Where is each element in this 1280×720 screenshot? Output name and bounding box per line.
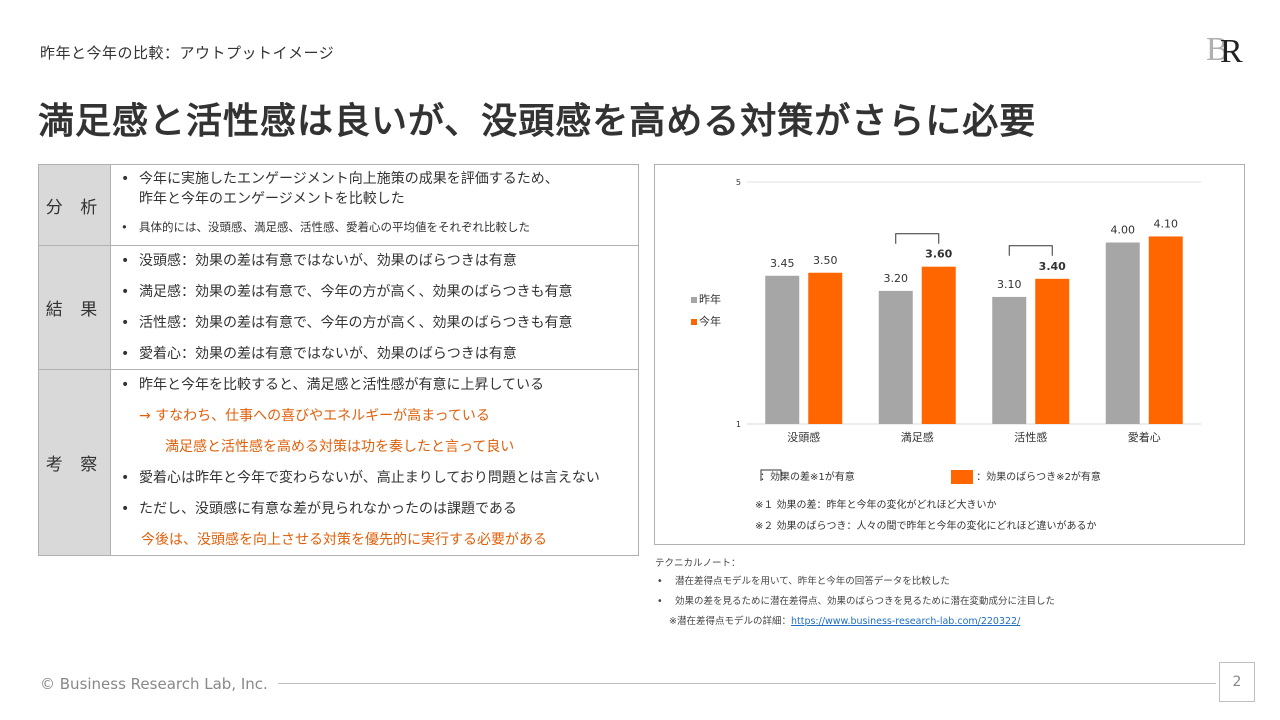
result-item: 愛着心：効果の差は有意ではないが、効果のばらつきは有意 [121, 339, 630, 370]
analysis-text-3: 具体的には、没頭感、満足感、活性感、愛着心の平均値をそれぞれ比較した [121, 217, 630, 237]
data-label-curr: 4.10 [1154, 217, 1179, 230]
tech-detail-link[interactable]: https://www.business-research-lab.com/22… [790, 616, 1021, 627]
y-tick-label: 1 [736, 420, 741, 429]
x-tick-label: 活性感 [1014, 430, 1047, 444]
tech-detail-prefix: ※潜在差得点モデルの詳細： [669, 616, 791, 627]
footer-divider [278, 683, 1216, 684]
page-number: 2 [1219, 662, 1255, 702]
bar-this-year [808, 272, 843, 424]
discussion-row: 考 察 昨年と今年を比較すると、満足感と活性感が有意に上昇している → すなわち… [39, 370, 638, 555]
y-tick-label: 5 [736, 178, 741, 187]
result-item: 満足感：効果の差は有意で、今年の方が高く、効果のばらつきも有意 [121, 277, 630, 308]
data-label-curr: 3.40 [1039, 260, 1066, 273]
legend-label: 昨年 [699, 292, 721, 306]
analysis-label: 分 析 [39, 165, 111, 245]
bar-chart-panel: 5 1 3.45 3.50 没頭感 3.20 3.60 満足感 3.10 3.40 活性感 4.00 4… [654, 164, 1245, 545]
analysis-text-2: 昨年と今年のエンゲージメントを比較した [139, 191, 405, 207]
variance-legend: ：効果のばらつき※2が有意 [951, 468, 1101, 484]
legend-label: 今年 [699, 314, 721, 328]
bracket-legend-label: ：効果の差※1が有意 [760, 472, 855, 483]
x-tick-label: 没頭感 [787, 431, 820, 444]
significance-bracket [1008, 245, 1053, 256]
chart-note-2: ※２ 効果のばらつき：人々の間で昨年と今年の変化にどれほど違いがあるか [755, 521, 1097, 532]
result-label: 結 果 [39, 246, 111, 369]
page-title: 満足感と活性感は良いが、没頭感を高める対策がさらに必要 [38, 101, 1037, 142]
svg-text:B: B [1206, 31, 1229, 68]
variance-legend-label: ：効果のばらつき※2が有意 [976, 472, 1101, 483]
data-label-prev: 4.00 [1111, 224, 1136, 237]
technical-notes: テクニカルノート： 潜在差得点モデルを用いて、昨年と今年の回答データを比較した … [655, 556, 1055, 632]
data-label-prev: 3.10 [997, 278, 1022, 291]
tech-heading: テクニカルノート： [655, 558, 741, 569]
legend-swatch [691, 297, 697, 303]
chart-note-1: ※１ 効果の差：昨年と今年の変化がどれほど大きいか [755, 500, 997, 511]
summary-table: 分 析 今年に実施したエンゲージメント向上施策の成果を評価するため、 昨年と今年… [38, 164, 639, 556]
discussion-text-1: 昨年と今年を比較すると、満足感と活性感が有意に上昇している [121, 370, 630, 401]
discussion-text-2: → すなわち、仕事への喜びやエネルギーが高まっている [139, 408, 490, 424]
breadcrumb: 昨年と今年の比較：アウトプットイメージ [40, 44, 335, 62]
variance-legend-swatch [951, 470, 973, 484]
result-item: 没頭感：効果の差は有意ではないが、効果のばらつきは有意 [121, 246, 630, 277]
bar-chart: 5 1 3.45 3.50 没頭感 3.20 3.60 満足感 3.10 3.40 活性感 4.00 4… [691, 178, 1201, 444]
legend-swatch [691, 319, 697, 325]
analysis-text-1: 今年に実施したエンゲージメント向上施策の成果を評価するため、 [121, 169, 630, 189]
discussion-text-6: 今後は、没頭感を向上させる対策を優先的に実行する必要がある [141, 532, 547, 548]
discussion-text-4: 愛着心は昨年と今年で変わらないが、高止まりしており問題とは言えない [121, 463, 630, 494]
x-tick-label: 愛着心 [1128, 430, 1161, 444]
data-label-curr: 3.60 [925, 248, 952, 261]
tech-item: 効果の差を見るために潜在差得点、効果のばらつきを見るために潜在変動成分に注目した [655, 592, 1055, 612]
significance-bracket [895, 233, 940, 244]
svg-text:R: R [1220, 33, 1243, 68]
tech-detail: ※潜在差得点モデルの詳細：https://www.business-resear… [655, 612, 1055, 632]
company-logo: B R [1204, 28, 1252, 70]
tech-item: 潜在差得点モデルを用いて、昨年と今年の回答データを比較した [655, 572, 1055, 592]
discussion-text-5: ただし、没頭感に有意な差が見られなかったのは課題である [121, 494, 630, 525]
bar-this-year [921, 266, 956, 424]
bar-prev-year [765, 275, 800, 424]
data-label-curr: 3.50 [813, 254, 838, 267]
bar-prev-year [1105, 242, 1140, 424]
analysis-row: 分 析 今年に実施したエンゲージメント向上施策の成果を評価するため、 昨年と今年… [39, 165, 638, 246]
x-tick-label: 満足感 [901, 431, 934, 444]
data-label-prev: 3.20 [884, 272, 909, 285]
data-label-prev: 3.45 [770, 257, 795, 270]
bracket-legend: ：効果の差※1が有意 [760, 468, 855, 483]
result-item: 活性感：効果の差は有意で、今年の方が高く、効果のばらつきも有意 [121, 308, 630, 339]
bar-this-year [1148, 236, 1183, 424]
bar-prev-year [878, 290, 913, 424]
copyright: © Business Research Lab, Inc. [40, 675, 268, 693]
discussion-text-3: 満足感と活性感を高める対策は功を奏したと言って良い [165, 439, 515, 455]
bar-this-year [1035, 278, 1070, 424]
bracket-legend-icon [760, 469, 782, 481]
bar-prev-year [992, 296, 1027, 424]
result-row: 結 果 没頭感：効果の差は有意ではないが、効果のばらつきは有意 満足感：効果の差… [39, 246, 638, 370]
discussion-label: 考 察 [39, 370, 111, 555]
